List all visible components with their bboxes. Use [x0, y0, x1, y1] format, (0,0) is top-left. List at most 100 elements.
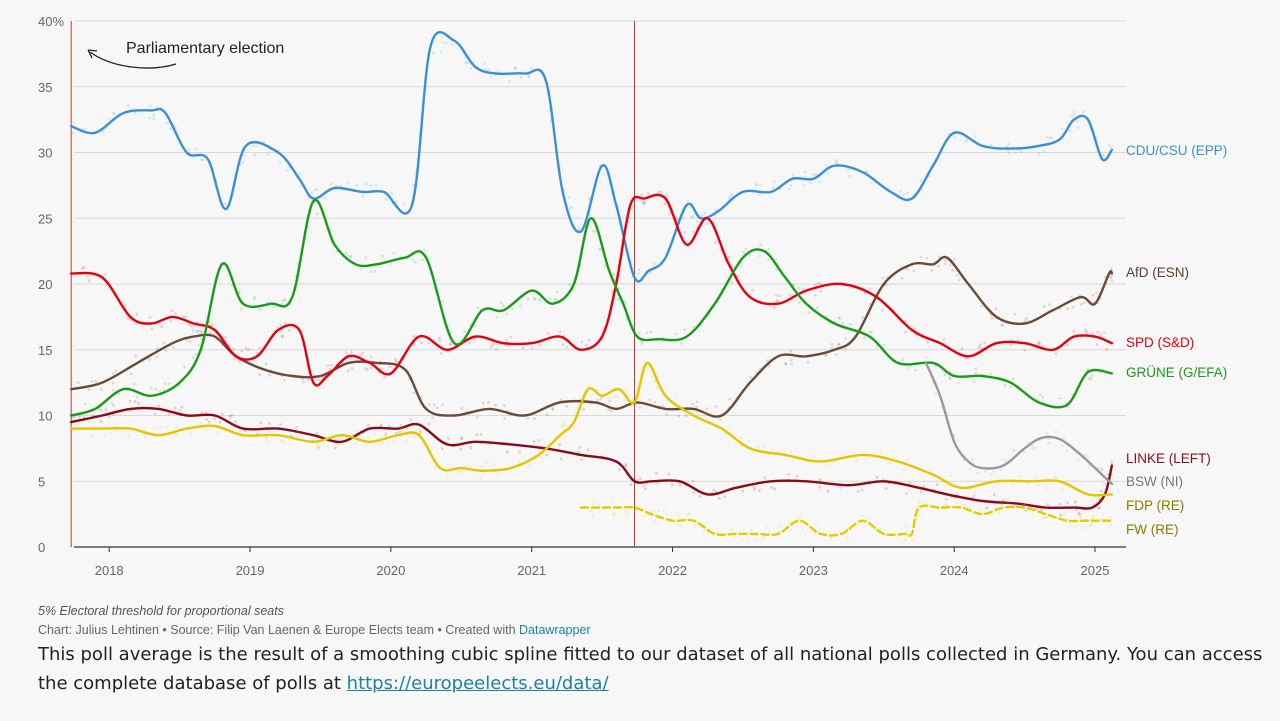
poll-dot	[411, 335, 415, 338]
poll-dot	[78, 415, 81, 419]
poll-dot	[134, 354, 138, 358]
poll-dot	[623, 398, 627, 402]
poll-dot	[427, 422, 431, 426]
poll-dot	[753, 487, 756, 491]
poll-dot	[1087, 464, 1091, 468]
poll-dot	[1017, 475, 1021, 478]
poll-dot	[545, 453, 549, 457]
poll-dot	[191, 356, 195, 359]
datawrapper-link[interactable]: Datawrapper	[519, 623, 591, 637]
poll-dot	[431, 51, 435, 55]
poll-dot	[900, 276, 904, 280]
poll-dot	[361, 351, 365, 355]
poll-dot	[1100, 467, 1103, 471]
poll-dot	[228, 415, 232, 418]
poll-dot	[705, 413, 709, 416]
poll-dot	[189, 432, 193, 436]
poll-dot	[807, 311, 811, 315]
poll-dot	[676, 218, 680, 222]
chart-notes: 5% Electoral threshold for proportional …	[38, 604, 1268, 698]
poll-dot	[83, 127, 87, 130]
poll-dot	[378, 360, 382, 364]
poll-dot	[787, 187, 791, 191]
poll-dot	[1041, 395, 1044, 399]
poll-dot	[1026, 481, 1029, 485]
poll-dot	[369, 355, 373, 359]
poll-dot	[784, 362, 788, 366]
poll-dot	[884, 487, 888, 490]
poll-dot	[568, 206, 572, 210]
poll-dot	[86, 275, 90, 278]
y-tick-label: 35	[38, 80, 52, 95]
poll-dot	[383, 375, 387, 379]
poll-dot	[803, 170, 807, 174]
poll-dot	[232, 347, 236, 351]
poll-dot	[387, 443, 391, 447]
poll-dot	[758, 254, 762, 258]
poll-dot	[528, 462, 532, 466]
poll-dot	[132, 382, 136, 386]
poll-dot	[559, 457, 563, 461]
poll-dot	[799, 515, 803, 518]
poll-dot	[192, 329, 195, 332]
poll-dot	[1095, 291, 1098, 295]
poll-dot	[684, 414, 688, 418]
poll-dot	[267, 430, 271, 433]
poll-dot	[346, 254, 350, 257]
poll-dot	[637, 271, 640, 275]
poll-dot	[677, 512, 681, 516]
poll-dot	[1091, 293, 1095, 297]
poll-dot	[1083, 453, 1087, 457]
poll-dot	[514, 66, 517, 70]
poll-dot	[741, 489, 745, 493]
poll-dot	[1030, 512, 1034, 516]
poll-dot	[989, 143, 993, 147]
poll-dot	[910, 538, 914, 542]
poll-dot	[812, 173, 815, 176]
poll-dot	[123, 304, 127, 308]
poll-dot	[1070, 114, 1074, 118]
poll-dot	[818, 180, 822, 184]
poll-dot	[406, 439, 409, 443]
poll-dot	[926, 340, 929, 344]
poll-dot	[761, 538, 764, 542]
poll-dot	[395, 431, 398, 435]
poll-dot	[74, 430, 78, 434]
poll-dot	[1076, 458, 1080, 462]
poll-dot	[713, 240, 717, 244]
poll-dot	[434, 465, 437, 469]
poll-dot	[347, 181, 350, 185]
poll-dot	[178, 409, 182, 412]
poll-dot	[208, 331, 212, 335]
poll-dot	[1074, 500, 1077, 504]
poll-dot	[326, 364, 330, 367]
poll-dot	[649, 271, 653, 274]
poll-dot	[838, 316, 842, 320]
poll-dot	[387, 425, 391, 428]
series-label: BSW (NI)	[1126, 474, 1183, 489]
polls-database-link[interactable]: https://europeelects.eu/data/	[346, 673, 609, 694]
poll-dot	[381, 254, 384, 258]
poll-dot	[281, 335, 284, 339]
poll-dot	[818, 478, 822, 482]
poll-dot	[1070, 295, 1073, 299]
poll-dot	[562, 424, 566, 427]
poll-dot	[487, 401, 490, 404]
poll-dot	[844, 337, 847, 340]
poll-dot	[779, 525, 783, 529]
poll-dot	[968, 467, 971, 471]
poll-dot	[82, 265, 86, 269]
poll-dot	[129, 372, 133, 376]
poll-dot	[1079, 516, 1082, 520]
poll-dot	[1001, 498, 1004, 502]
poll-dot	[264, 362, 268, 366]
poll-dot	[395, 200, 398, 204]
poll-dot	[659, 190, 663, 193]
poll-dot	[148, 357, 151, 361]
series-line	[579, 504, 1114, 537]
poll-dot	[459, 447, 463, 451]
poll-dot	[587, 338, 591, 342]
poll-dot	[487, 68, 491, 71]
poll-dot	[174, 406, 177, 410]
poll-dot	[588, 510, 592, 513]
